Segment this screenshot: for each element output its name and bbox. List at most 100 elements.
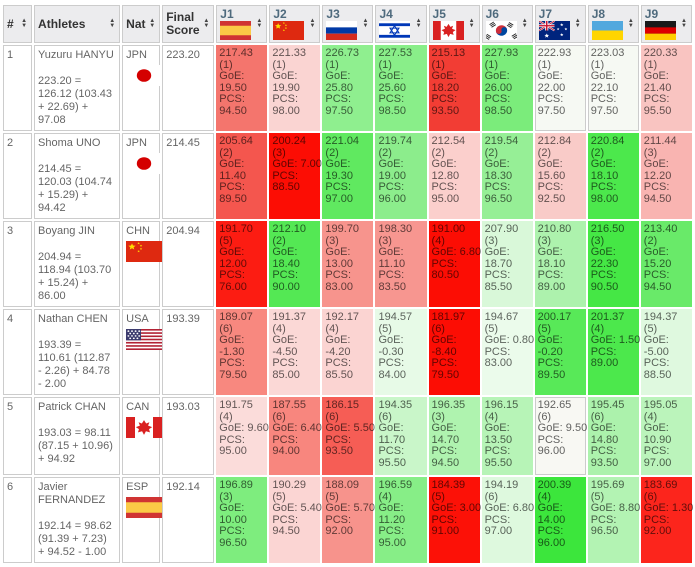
judge-score-cell: 192.65 (6) GoE: 9.50 PCS: 96.00 — [534, 397, 587, 475]
judge-score-cell: 223.03 (1) GoE: 22.10 PCS: 97.50 — [587, 45, 639, 131]
judge-rank: (3) — [590, 234, 605, 247]
judge-total: 196.35 — [431, 399, 466, 411]
goe-line: GoE: 13.00 — [325, 246, 353, 270]
table-row: 1 Yuzuru HANYU 223.20 = 126.12 (103.43 + 2… — [3, 45, 692, 131]
sort-button-athletes[interactable]: ▲ ▼ — [108, 18, 116, 30]
rank-cell: 1 — [3, 45, 33, 131]
athlete-cell: Yuzuru HANYU 223.20 = 126.12 (103.43 + 22… — [34, 45, 121, 131]
judge-label: J9 — [644, 7, 659, 21]
judge-score-cell: 222.93 (1) GoE: 22.00 PCS: 97.50 — [534, 45, 586, 131]
judge-score-cell: 216.50 (3) GoE: 22.30 PCS: 90.50 — [587, 221, 639, 307]
sort-button-nat[interactable]: ▲ ▼ — [148, 18, 156, 30]
pcs-line: PCS: 97.00 — [325, 181, 353, 205]
sort-asc-icon: ▲ — [256, 18, 263, 24]
judge-rank: (2) — [378, 146, 392, 159]
sort-button-j2[interactable]: ▲ ▼ — [308, 18, 316, 30]
sort-button-j4[interactable]: ▲ ▼ — [415, 18, 423, 30]
goe-line: GoE: 26.00 — [484, 70, 513, 94]
sort-asc-icon: ▲ — [149, 18, 156, 24]
final-score-cell: 192.14 — [162, 477, 215, 563]
nat-code: CHN — [126, 225, 150, 237]
sort-asc-icon: ▲ — [309, 18, 316, 24]
judge-rank: (3) — [272, 146, 286, 159]
sort-button-j7[interactable]: ▲ ▼ — [574, 18, 582, 30]
judge-total: 226.73 — [325, 47, 360, 59]
sort-button-final-score[interactable]: ▲ ▼ — [202, 18, 210, 30]
judge-total: 190.29 — [272, 479, 306, 491]
goe-line: GoE: 19.50 — [219, 70, 247, 94]
final-score-cell: 193.39 — [162, 309, 215, 395]
judge-total: 212.10 — [272, 223, 306, 235]
judge-total: 219.54 — [484, 135, 519, 147]
judge-total: 227.53 — [378, 47, 413, 59]
judge-rank: (3) — [378, 234, 392, 247]
goe-line: GoE: 12.20 — [643, 158, 672, 182]
flag-isr-icon — [379, 21, 411, 40]
goe-line: GoE: 1.30 — [643, 502, 694, 514]
judge-rank: (1) — [272, 58, 286, 71]
judge-total: 194.67 — [484, 311, 519, 323]
goe-line: GoE: 8.80 — [590, 502, 641, 514]
sort-button-j1[interactable]: ▲ ▼ — [255, 18, 263, 30]
sort-button-j6[interactable]: ▲ ▼ — [521, 18, 529, 30]
sort-button-rank[interactable]: ▲ ▼ — [20, 18, 28, 30]
judge-score-cell: 200.24 (3) GoE: 7.00 PCS: 88.50 — [269, 133, 322, 219]
judge-score-cell: 194.67 (5) GoE: 0.80 PCS: 83.00 — [481, 309, 534, 395]
judge-total: 219.74 — [378, 135, 413, 147]
judge-total: 216.50 — [590, 223, 625, 235]
judge-rank: (2) — [590, 146, 605, 159]
judge-score-cell: 194.57 (5) GoE: -0.30 PCS: 84.00 — [375, 309, 427, 395]
judge-total: 195.45 — [590, 399, 625, 411]
pcs-line: PCS: 91.00 — [431, 513, 460, 537]
flag-esp-icon — [220, 21, 252, 40]
judge-score-cell: 219.74 (2) GoE: 19.00 PCS: 96.00 — [375, 133, 427, 219]
sort-asc-icon: ▲ — [468, 18, 475, 24]
pcs-line: PCS: 95.50 — [643, 93, 672, 117]
sort-button-j8[interactable]: ▲ ▼ — [627, 18, 635, 30]
judge-rank: (3) — [484, 234, 499, 247]
pcs-line: PCS: 93.50 — [431, 93, 460, 117]
sort-button-j3[interactable]: ▲ ▼ — [362, 18, 370, 30]
pcs-line: PCS: 80.50 — [431, 257, 460, 281]
goe-line: GoE: 5.40 — [272, 502, 322, 514]
judge-rank: (4) — [590, 322, 605, 335]
goe-line: GoE: 10.90 — [643, 422, 672, 446]
goe-line: GoE: 6.40 — [272, 422, 322, 434]
judge-rank: (4) — [643, 410, 658, 423]
judge-rank: (4) — [272, 322, 286, 335]
sort-desc-icon: ▼ — [149, 23, 156, 29]
judge-score-cell: 191.00 (4) GoE: 6.80 PCS: 80.50 — [428, 221, 482, 307]
judge-score-cell: 217.43 (1) GoE: 19.50 PCS: 94.50 — [216, 45, 268, 131]
judge-header-j5: J5 ▲ ▼ — [428, 5, 480, 43]
goe-line: GoE: 6.80 — [431, 246, 482, 258]
judge-total: 194.35 — [378, 399, 413, 411]
judge-rank: (6) — [484, 490, 499, 503]
sort-desc-icon: ▼ — [468, 23, 475, 29]
sort-asc-icon: ▲ — [521, 18, 528, 24]
pcs-line: PCS: 90.50 — [590, 269, 619, 293]
sort-button-j5[interactable]: ▲ ▼ — [468, 18, 476, 30]
goe-line: GoE: 18.30 — [484, 158, 513, 182]
judge-header-j3: J3 ▲ ▼ — [322, 5, 374, 43]
sort-button-j9[interactable]: ▲ ▼ — [680, 18, 688, 30]
table-row: 4 Nathan CHEN 193.39 = 110.61 (112.87 - 2.… — [3, 309, 692, 395]
scores-table: # ▲ ▼ Athletes ▲ ▼ Nat ▲ ▼ Final Score ▲ ▼ J1 ▲ ▼ J2 ▲ ▼… — [1, 3, 694, 565]
judge-total: 210.80 — [537, 223, 572, 235]
judge-total: 217.43 — [219, 47, 253, 59]
judge-rank: (2) — [537, 146, 552, 159]
judge-rank: (4) — [431, 234, 445, 247]
judge-total: 215.13 — [431, 47, 466, 59]
judge-rank: (1) — [590, 58, 605, 71]
sort-desc-icon: ▼ — [21, 23, 28, 29]
pcs-line: PCS: 94.50 — [643, 181, 672, 205]
judge-score-cell: 211.44 (3) GoE: 12.20 PCS: 94.50 — [640, 133, 692, 219]
pcs-line: PCS: 96.00 — [537, 525, 566, 549]
nat-code: CAN — [126, 401, 150, 413]
goe-line: GoE: 18.70 — [484, 246, 513, 270]
judge-rank: (1) — [219, 58, 233, 71]
goe-line: GoE: 22.30 — [590, 246, 619, 270]
judge-header-j1: J1 ▲ ▼ — [216, 5, 268, 43]
judge-header-j8: J8 ▲ ▼ — [587, 5, 639, 43]
judge-rank: (1) — [537, 58, 552, 71]
